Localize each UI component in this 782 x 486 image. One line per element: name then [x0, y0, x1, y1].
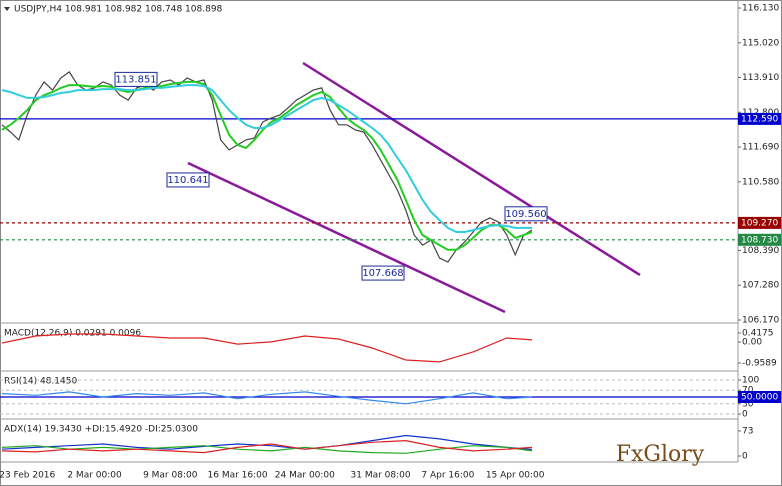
x-tick-label: 7 Apr 16:00	[421, 471, 474, 481]
y-tick-label: -0.9589	[742, 359, 777, 369]
annotation-label: 110.641	[167, 175, 208, 186]
y-tick-label: 116.130	[742, 4, 779, 14]
y-tick-label: 115.020	[742, 38, 779, 48]
y-tick-label: 100	[742, 376, 759, 386]
x-tick-label: 31 Mar 08:00	[351, 471, 411, 481]
x-tick-label: 2 Mar 00:00	[67, 471, 122, 481]
level-label: 108.730	[741, 235, 778, 245]
series-line	[1, 391, 533, 405]
menu-triangle	[4, 7, 10, 11]
series-line	[1, 71, 533, 263]
x-tick-label: 24 Mar 00:00	[275, 471, 335, 481]
annotation-box	[361, 265, 405, 281]
x-tick-label: 23 Feb 2016	[0, 471, 56, 481]
level-box	[738, 112, 781, 125]
y-tick-label: 108.390	[742, 246, 779, 256]
level-label: 50.0000	[741, 393, 778, 403]
panel-title: USDJPY,H4 108.981 108.982 108.748 108.89…	[14, 5, 223, 15]
series-line	[1, 439, 533, 454]
series-line	[1, 434, 533, 451]
series-line	[1, 333, 533, 363]
x-tick-label: 16 Mar 16:00	[208, 471, 268, 481]
level-box	[738, 391, 781, 403]
y-tick-label: 106.170	[742, 316, 779, 326]
series-line	[1, 84, 532, 233]
logo: FxGlory	[616, 442, 705, 467]
annotation-box	[504, 206, 548, 222]
level-label: 112.590	[741, 114, 778, 124]
y-tick-label: 111.690	[742, 143, 779, 153]
y-tick-label: 0.00	[742, 338, 762, 348]
panel-title: RSI(14) 48.1450	[4, 377, 77, 387]
y-tick-label: 70	[742, 386, 754, 396]
y-tick-label: 0.4175	[742, 329, 774, 339]
trend-line	[187, 161, 506, 314]
annotation-box	[114, 71, 158, 87]
level-box	[738, 216, 781, 229]
y-tick-label: 112.800	[742, 108, 779, 118]
level-label: 109.270	[741, 218, 778, 228]
y-tick-label: 110.580	[742, 177, 779, 187]
panel-title: ADX(14) 19.3430 +DI:15.4920 -DI:25.0300	[4, 425, 198, 435]
x-tick-label: 15 Apr 00:00	[486, 471, 545, 481]
level-box	[738, 233, 781, 246]
y-tick-label: 0	[742, 410, 748, 420]
annotation-label: 107.668	[362, 268, 403, 279]
y-tick-label: 113.910	[742, 73, 779, 83]
y-tick-label: 30	[742, 399, 754, 409]
y-tick-label: 107.280	[742, 281, 779, 291]
y-tick-label: 73	[742, 427, 753, 437]
annotation-box	[166, 172, 210, 188]
annotation-label: 109.560	[505, 209, 546, 220]
x-tick-label: 9 Mar 08:00	[143, 471, 198, 481]
annotation-label: 113.851	[115, 74, 156, 85]
y-tick-label: 0	[742, 452, 748, 462]
